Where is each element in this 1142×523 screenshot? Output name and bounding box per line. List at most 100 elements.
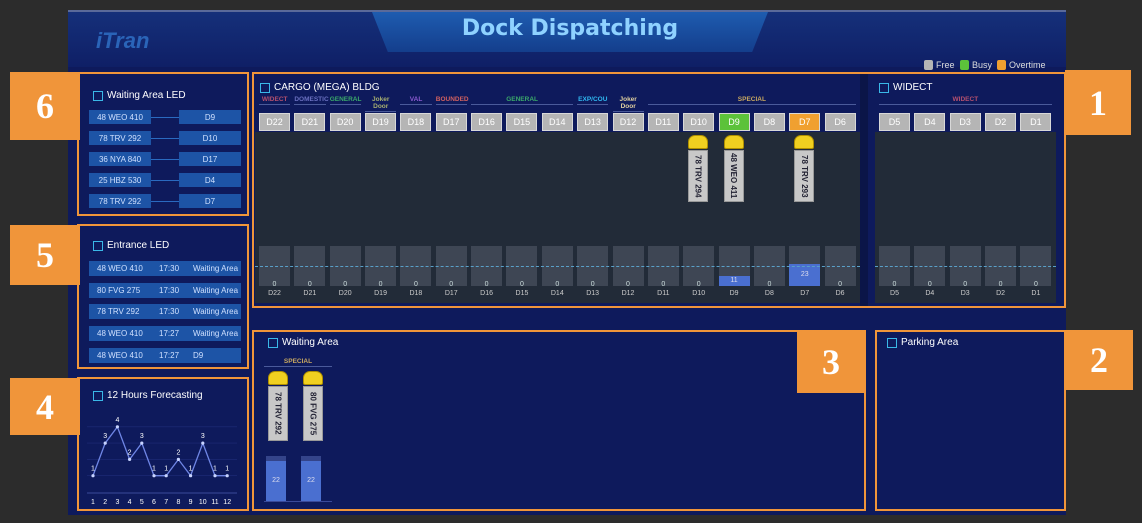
x-tick-label: 6	[152, 499, 156, 506]
dock-button-d5[interactable]: D5	[879, 113, 910, 131]
bar-fill: 22	[266, 461, 286, 501]
truck-cab-icon	[303, 371, 323, 385]
panel-title-text: CARGO (MEGA) BLDG	[274, 82, 380, 93]
dock-value: 0	[449, 281, 454, 288]
plate-cell: 78 TRV 292	[97, 307, 140, 317]
x-tick-label: 1	[91, 499, 95, 506]
dock-button-d1[interactable]: D1	[1020, 113, 1052, 131]
badge-1: 1	[1065, 70, 1131, 135]
time-cell: 17:27	[159, 329, 180, 339]
dock-label: D6	[835, 290, 845, 297]
dock-button-d22[interactable]: D22	[259, 113, 290, 131]
category-label: BOUNDED	[435, 96, 469, 105]
plate-cell: 48 WEO 410	[97, 350, 143, 360]
category-label: Joker Door	[612, 96, 644, 112]
waiting-area-panel: Waiting Area SPECIAL 78 TRV 292 22 80 FVG …	[252, 330, 866, 511]
dock-value: 0	[963, 281, 968, 288]
dock-button-d11[interactable]: D11	[647, 113, 679, 131]
parking-area-panel: Parking Area	[875, 330, 1066, 511]
dock-button-d6[interactable]: D6	[824, 113, 856, 131]
entrance-led-list: 48 WEO 410 17:30 Waiting Area 80 FVG 275 17:…	[89, 261, 241, 369]
panel-title: Waiting Area LED	[93, 90, 186, 101]
legend-label: Overtime	[1009, 60, 1046, 70]
dock-value: 0	[1033, 281, 1038, 288]
dock-button-d18[interactable]: D18	[400, 113, 432, 131]
cargo-title: CARGO (MEGA) BLDG	[260, 82, 380, 93]
dock-label: D19	[374, 290, 387, 297]
destination-cell: Waiting Area	[193, 264, 239, 273]
dock-value: 0	[696, 281, 701, 288]
dock-button-d2[interactable]: D2	[985, 113, 1017, 131]
badge-3: 3	[797, 330, 865, 393]
truck[interactable]: 78 TRV 293	[794, 135, 815, 202]
x-tick-label: 11	[211, 499, 218, 506]
data-label: 1	[225, 466, 229, 473]
data-label: 1	[189, 466, 193, 473]
connector-line	[151, 159, 179, 160]
truck[interactable]: 78 TRV 294	[688, 135, 709, 202]
entrance-row: 78 TRV 292 17:30 Waiting Area	[89, 304, 241, 320]
dock-button-d12[interactable]: D12	[612, 113, 644, 131]
connector-line	[151, 138, 179, 139]
legend-label: Free	[936, 60, 955, 70]
dock-button-d15[interactable]: D15	[506, 113, 538, 131]
dock-button-d16[interactable]: D16	[471, 113, 503, 131]
category-label: WIDECT	[259, 96, 291, 105]
truck[interactable]: 48 WEO 411	[723, 135, 744, 202]
connector-line	[151, 201, 179, 202]
dock-button-d21[interactable]: D21	[294, 113, 326, 131]
dock-button-d19[interactable]: D19	[365, 113, 397, 131]
legend-busy: Busy	[960, 60, 992, 70]
dock-value: 0	[378, 281, 383, 288]
truck-plate: 78 TRV 294	[688, 150, 709, 202]
data-label: 1	[213, 466, 217, 473]
dock-button-d17[interactable]: D17	[435, 113, 467, 131]
panel-title: Waiting Area	[268, 337, 338, 348]
data-point	[213, 474, 217, 478]
data-point	[189, 474, 193, 478]
panel-title-text: 12 Hours Forecasting	[107, 390, 203, 401]
data-point	[91, 474, 95, 478]
data-point	[164, 474, 168, 478]
logo: iTran	[96, 28, 150, 53]
time-cell: 17:30	[159, 285, 180, 295]
dock-button-d8[interactable]: D8	[753, 113, 785, 131]
entrance-row: 80 FVG 275 17:30 Waiting Area	[89, 282, 241, 298]
dock-button-d20[interactable]: D20	[329, 113, 361, 131]
data-point	[140, 441, 144, 445]
legend-overtime: Overtime	[997, 60, 1046, 70]
dock-label: D15	[515, 290, 529, 297]
dock-cell: D4	[179, 173, 241, 187]
led-row: 78 TRV 292 D10	[89, 131, 241, 152]
data-point	[225, 474, 229, 478]
data-label: 1	[91, 466, 95, 473]
badge-5: 5	[10, 225, 80, 285]
dock-button-d3[interactable]: D3	[949, 113, 981, 131]
dock-button-d4[interactable]: D4	[914, 113, 946, 131]
data-point	[128, 457, 132, 461]
category-label: Joker Door	[365, 96, 397, 112]
destination-cell: Waiting Area	[193, 307, 239, 317]
dock-label: D16	[480, 290, 494, 297]
data-label: 2	[176, 449, 180, 456]
destination-cell: Waiting Area	[193, 285, 239, 295]
dock-value: 0	[892, 281, 897, 288]
dock-button-d10[interactable]: D10	[683, 113, 715, 131]
dock-button-d7[interactable]: D7	[789, 113, 821, 131]
dock-button-d13[interactable]: D13	[577, 113, 609, 131]
dock-button-d14[interactable]: D14	[541, 113, 573, 131]
truck[interactable]: 78 TRV 292	[268, 371, 288, 441]
dock-label: D11	[657, 290, 670, 297]
category-label: GENERAL	[471, 96, 574, 105]
dock-value: 0	[590, 281, 595, 288]
truck[interactable]: 80 FVG 275	[303, 371, 323, 441]
dock-bar-fill: 23	[789, 264, 821, 286]
panel-title-text: Entrance LED	[107, 240, 170, 251]
dock-button-d9[interactable]: D9	[718, 113, 750, 131]
data-label: 1	[164, 466, 168, 473]
page-title: Dock Dispatching	[461, 16, 679, 41]
overtime-swatch	[997, 60, 1006, 70]
data-point	[103, 441, 107, 445]
led-row: 36 NYA 840 D17	[89, 152, 241, 173]
